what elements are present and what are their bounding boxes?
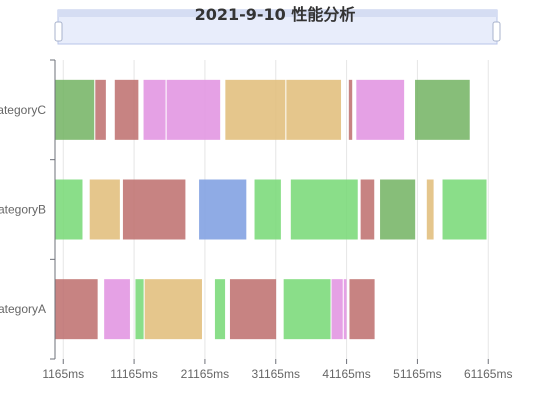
bar-segment[interactable] (114, 79, 139, 140)
bar-segment[interactable] (104, 279, 130, 340)
bar-segment[interactable] (254, 179, 281, 240)
bar-segment[interactable] (348, 79, 353, 140)
bar-segment[interactable] (286, 79, 342, 140)
x-tick-label: 41165ms (322, 367, 370, 381)
data-zoom-handle-left[interactable] (54, 21, 63, 42)
bar-segment[interactable] (225, 79, 286, 140)
bar-segment[interactable] (426, 179, 434, 240)
bar-segment[interactable] (55, 179, 83, 240)
bar-segment[interactable] (122, 179, 186, 240)
bar-segment[interactable] (290, 179, 358, 240)
bar-segment[interactable] (144, 279, 202, 340)
bar-segment[interactable] (442, 179, 487, 240)
x-tick-label: 51165ms (393, 367, 441, 381)
bar-segment[interactable] (89, 179, 120, 240)
y-category-label: categoryC (0, 103, 46, 117)
bar-segment[interactable] (214, 279, 226, 340)
bar-segment[interactable] (331, 279, 343, 340)
axes: 1165ms 11165ms 21165ms 31165ms 41165ms 51165m… (0, 59, 512, 381)
bar-segment[interactable] (349, 279, 375, 340)
x-tick-label: 11165ms (110, 367, 158, 381)
bar-segment[interactable] (135, 279, 144, 340)
data-zoom-slider[interactable] (54, 9, 501, 45)
data-zoom-top-band (58, 10, 497, 17)
y-category-label: categoryB (0, 203, 46, 217)
chart-title: 2021-9-10 性能分析 (195, 5, 356, 24)
y-category-label: categoryA (0, 302, 46, 316)
x-tick-label: 1165ms (42, 367, 84, 381)
bar-segment[interactable] (380, 179, 416, 240)
bar-segment[interactable] (143, 79, 166, 140)
bar-segment[interactable] (283, 279, 331, 340)
bar-segment[interactable] (166, 79, 221, 140)
bar-segment[interactable] (415, 79, 470, 140)
bars (55, 79, 487, 340)
bar-segment[interactable] (360, 179, 375, 240)
bar-segment[interactable] (343, 279, 347, 340)
bar-segment[interactable] (356, 79, 405, 140)
x-tick-label: 31165ms (252, 367, 300, 381)
bar-segment[interactable] (55, 79, 95, 140)
data-zoom-handle-right[interactable] (492, 21, 501, 42)
x-tick-label: 61165ms (464, 367, 512, 381)
bar-segment[interactable] (229, 279, 277, 340)
bar-segment[interactable] (55, 279, 98, 340)
x-tick-label: 21165ms (181, 367, 229, 381)
bar-segment[interactable] (95, 79, 106, 140)
bar-segment[interactable] (199, 179, 247, 240)
